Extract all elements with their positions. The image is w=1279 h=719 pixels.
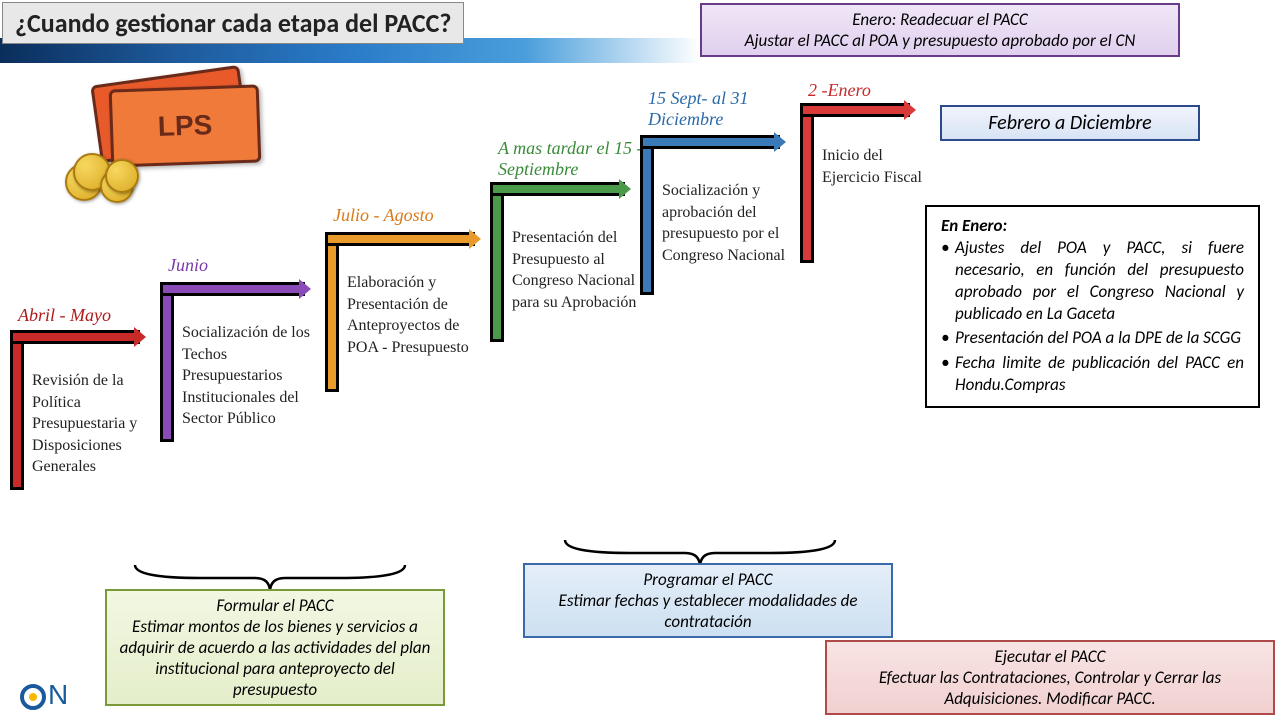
triangle-marker-icon (469, 229, 481, 249)
formular-title: Formular el PACC (117, 595, 433, 616)
info-bullet-list: Ajustes del POA y PACC, si fuere necesar… (941, 237, 1244, 396)
stage-period-label: A mas tardar el 15 -Septiembre (498, 138, 643, 180)
bracket-bar (10, 330, 24, 490)
programar-pacc-box: Programar el PACC Estimar fechas y estab… (523, 563, 893, 638)
bracket-bar (640, 135, 654, 295)
stage-description: Socialización y aprobación del presupues… (662, 180, 792, 266)
ejecutar-desc: Efectuar las Contrataciones, Controlar y… (837, 667, 1263, 709)
febrero-diciembre-box: Febrero a Diciembre (940, 105, 1200, 141)
programar-title: Programar el PACC (535, 569, 881, 590)
logo-circle-icon (20, 684, 46, 710)
bracket-bar (325, 232, 475, 246)
bracket-bar (800, 103, 910, 117)
triangle-marker-icon (619, 179, 631, 199)
bracket-bar (490, 182, 625, 196)
formular-pacc-box: Formular el PACC Estimar montos de los b… (105, 589, 445, 706)
en-enero-info-box: En Enero: Ajustes del POA y PACC, si fue… (925, 205, 1260, 408)
formular-desc: Estimar montos de los bienes y servicios… (117, 616, 433, 700)
page-title: ¿Cuando gestionar cada etapa del PACC? (2, 2, 464, 44)
stage-description: Socialización de los Techos Presupuestar… (182, 322, 317, 430)
bracket-bar (160, 282, 174, 442)
stage-description: Revisión de la Política Presupuestaria y… (32, 370, 152, 478)
money-illustration: LPS (65, 75, 260, 205)
ejecutar-pacc-box: Ejecutar el PACC Efectuar las Contrataci… (825, 640, 1275, 715)
info-bullet: Fecha limite de publicación del PACC en … (955, 352, 1244, 396)
stage-description: Elaboración y Presentación de Anteproyec… (347, 272, 487, 358)
bracket-bar (640, 135, 780, 149)
info-bullet: Ajustes del POA y PACC, si fuere necesar… (955, 237, 1244, 325)
ejecutar-title: Ejecutar el PACC (837, 646, 1263, 667)
coin-icon (105, 159, 139, 193)
info-header: En Enero: (941, 215, 1244, 237)
oncae-logo: N (20, 679, 70, 711)
stage-period-label: Julio - Agosto (333, 205, 493, 226)
triangle-marker-icon (774, 132, 786, 152)
bracket-bar (800, 103, 814, 263)
enero-readecuar-box: Enero: Readecuar el PACC Ajustar el PACC… (700, 3, 1180, 57)
enero-line2: Ajustar el PACC al POA y presupuesto apr… (710, 30, 1170, 51)
stage-period-label: 15 Sept- al 31 Diciembre (648, 88, 798, 130)
bracket-bar (10, 330, 140, 344)
stage-period-label: Junio (168, 255, 323, 276)
enero-line1: Enero: Readecuar el PACC (710, 9, 1170, 30)
logo-text: N (48, 679, 70, 710)
stage-description: Presentación del Presupuesto al Congreso… (512, 227, 637, 313)
triangle-marker-icon (134, 327, 146, 347)
stage-period-label: 2 -Enero (808, 80, 928, 101)
bracket-bar (490, 182, 504, 342)
bracket-bar (325, 232, 339, 392)
triangle-marker-icon (904, 100, 916, 120)
info-bullet: Presentación del POA a la DPE de la SCGG (955, 327, 1244, 349)
stage-description: Inicio del Ejercicio Fiscal (822, 145, 922, 188)
triangle-marker-icon (299, 279, 311, 299)
stage-period-label: Abril - Mayo (18, 305, 158, 326)
bill-icon: LPS (109, 84, 262, 167)
programar-desc: Estimar fechas y establecer modalidades … (535, 590, 881, 632)
bracket-bar (160, 282, 305, 296)
